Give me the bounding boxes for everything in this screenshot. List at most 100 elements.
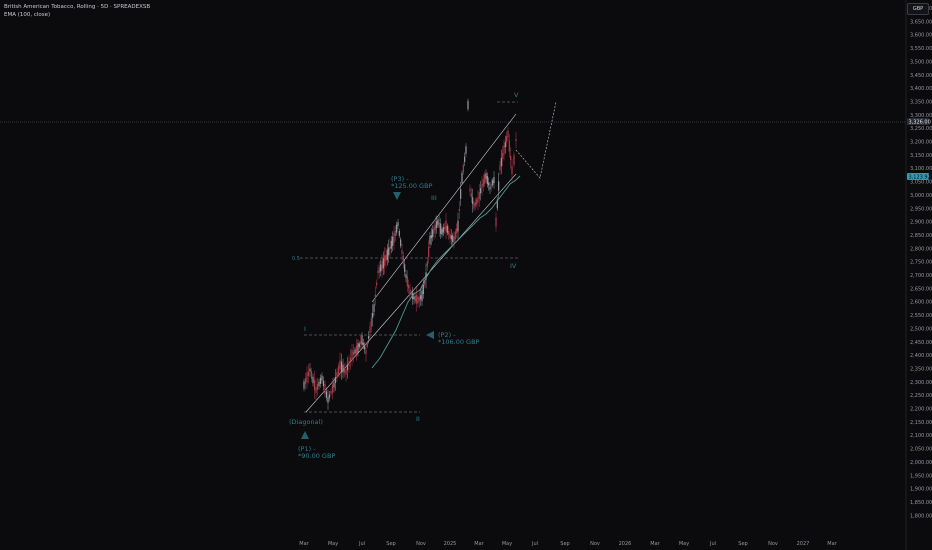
candle-body [342, 364, 344, 373]
chart-legend[interactable]: British American Tobacco, Rolling · 5D ·… [4, 3, 150, 19]
price-axis-label: 3,000.00 [910, 193, 932, 199]
time-axis-label: Mar [827, 541, 837, 547]
candle-body [449, 233, 451, 239]
candle-body [351, 350, 353, 360]
time-axis-label: Mar [650, 541, 660, 547]
price-axis-label: 3,150.00 [910, 153, 932, 159]
wave-5-label[interactable]: V [514, 91, 519, 99]
candle-body [306, 372, 308, 383]
time-axis-label: Sep [560, 541, 569, 547]
candle-body [405, 274, 407, 278]
indicator-title[interactable]: EMA (100, close) [4, 12, 51, 18]
wave-3-label[interactable]: III [431, 194, 437, 202]
candle-body [382, 258, 384, 269]
candle-body [333, 382, 335, 388]
candle-body [432, 229, 434, 238]
price-axis-label: 2,650.00 [910, 286, 932, 292]
channel-upper-line [371, 113, 517, 303]
candle-body [366, 342, 368, 347]
candle-body [373, 304, 375, 312]
price-axis-label: 2,500.00 [910, 326, 932, 332]
candle-body [410, 292, 412, 296]
diagonal-label[interactable]: (Diagonal) [289, 418, 323, 426]
candle-body [448, 230, 450, 235]
candle-body [357, 343, 359, 353]
candle-body [515, 138, 517, 142]
ema-price-tag: 3,123.92 [907, 173, 931, 180]
p1-up-arrow-icon[interactable] [301, 431, 309, 439]
p3-label-line2[interactable]: *125.00 GBP [391, 182, 433, 190]
time-axis-label: 2027 [797, 541, 810, 547]
p3-label-line1[interactable]: (P3) - [391, 175, 409, 183]
p3-down-arrow-icon[interactable] [393, 192, 401, 200]
candle-body [303, 381, 305, 389]
p1-label-line1[interactable]: (P1) - [298, 445, 316, 453]
time-axis[interactable]: Mar May Jul Sep Nov 2025 Mar May Jul Sep Nov 2026 Ma… [299, 541, 837, 547]
candle-body [388, 247, 390, 256]
currency-button[interactable]: GBP [907, 3, 929, 15]
candle-body [362, 342, 364, 346]
candle-body [393, 233, 395, 243]
candle-body [470, 193, 472, 198]
candle-body [365, 349, 367, 355]
time-axis-label: Jul [709, 541, 716, 547]
candle-body [445, 220, 447, 232]
candle-body [324, 383, 326, 395]
candle-body [307, 371, 310, 377]
candle-body [372, 312, 374, 318]
candle-body [454, 231, 456, 240]
candle-body [417, 296, 419, 304]
candle-body [458, 208, 460, 212]
price-axis-label: 3,050.00 [910, 180, 932, 186]
price-axis-label: 3,100.00 [910, 166, 932, 172]
candle-body [460, 189, 462, 199]
candle-body [318, 381, 320, 387]
p2-left-arrow-icon[interactable] [426, 331, 434, 339]
price-axis-label: 1,950.00 [910, 473, 932, 479]
candle-body [331, 384, 334, 393]
p2-label-line1[interactable]: (P2) - [438, 331, 456, 339]
price-axis-label: 3,650.00 [910, 19, 932, 25]
candle-body [355, 345, 358, 354]
price-axis-label: 2,700.00 [910, 273, 932, 279]
candle-body [430, 235, 432, 239]
p1-label-line2[interactable]: *90.00 GBP [298, 452, 335, 460]
candle-body [457, 220, 459, 232]
time-axis-label: Sep [738, 541, 747, 547]
candle-body [336, 372, 338, 378]
current-price-tag: 3,326.00 [907, 118, 931, 125]
candle-body [424, 280, 426, 285]
price-axis-label: 2,300.00 [910, 380, 932, 386]
candle-body [499, 165, 501, 171]
candle-body [433, 226, 435, 234]
candle-body [322, 380, 325, 387]
symbol-title[interactable]: British American Tobacco, Rolling · 5D ·… [4, 4, 151, 10]
candle-body [321, 375, 323, 381]
time-axis-label: Nov [768, 541, 778, 547]
ema-line [371, 175, 521, 369]
time-axis-label: May [328, 541, 338, 547]
candle-body [464, 156, 466, 163]
candle-body [309, 368, 311, 372]
p2-label-line2[interactable]: *106.00 GBP [438, 338, 480, 346]
candle-body [469, 188, 471, 192]
price-axis[interactable]: 3,700.003,650.003,600.003,550.003,500.00… [910, 6, 932, 519]
candle-body [504, 142, 506, 148]
candle-body [408, 284, 410, 289]
candle-body [370, 318, 372, 328]
wave-4-label[interactable]: IV [510, 262, 517, 270]
price-axis-label: 3,300.00 [910, 113, 932, 119]
candle-body [330, 391, 332, 394]
candle-body [385, 254, 387, 262]
wave-1-label[interactable]: I [304, 325, 306, 333]
candle-body [452, 235, 454, 242]
wave-2-label[interactable]: II [416, 415, 420, 423]
candle-body [389, 246, 391, 250]
candle-body [343, 367, 346, 373]
price-axis-label: 3,200.00 [910, 140, 932, 146]
candle-body [476, 199, 478, 205]
time-axis-label: Nov [416, 541, 426, 547]
time-axis-label: Jul [531, 541, 538, 547]
time-axis-label: 2025 [444, 541, 457, 547]
